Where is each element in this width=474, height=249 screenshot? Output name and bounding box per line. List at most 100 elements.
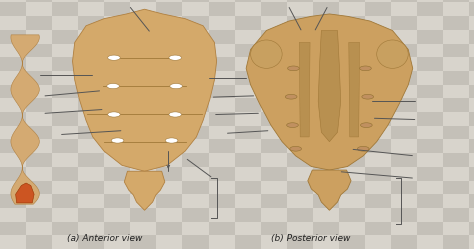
Bar (78, 44, 104, 57)
Bar (469, 44, 474, 57)
Bar (78, 222, 104, 235)
Bar (182, 85, 209, 98)
Bar (261, 222, 287, 235)
Bar (0, 222, 26, 235)
Bar (287, 167, 313, 181)
Bar (391, 57, 417, 71)
Bar (469, 98, 474, 112)
Bar (417, 126, 443, 139)
Bar (469, 85, 474, 98)
Bar (417, 167, 443, 181)
Bar (235, 139, 261, 153)
Bar (104, 16, 130, 30)
Bar (182, 126, 209, 139)
Bar (391, 181, 417, 194)
Bar (391, 71, 417, 85)
Bar (235, 16, 261, 30)
Bar (52, 85, 78, 98)
Bar (417, 85, 443, 98)
Bar (287, 71, 313, 85)
Bar (26, 181, 52, 194)
Ellipse shape (287, 123, 298, 127)
Bar (52, 44, 78, 57)
Bar (26, 112, 52, 126)
Bar (156, 153, 182, 167)
Bar (469, 167, 474, 181)
Bar (78, 235, 104, 249)
Bar (443, 139, 469, 153)
Bar (104, 208, 130, 222)
Bar (339, 139, 365, 153)
Bar (469, 222, 474, 235)
Bar (78, 194, 104, 208)
Bar (391, 126, 417, 139)
Bar (365, 98, 391, 112)
Bar (26, 30, 52, 44)
Bar (235, 0, 261, 2)
Bar (443, 16, 469, 30)
Bar (443, 153, 469, 167)
Bar (130, 112, 156, 126)
Bar (52, 126, 78, 139)
Bar (26, 167, 52, 181)
Bar (130, 194, 156, 208)
Bar (261, 2, 287, 16)
Bar (443, 126, 469, 139)
Bar (209, 2, 235, 16)
Bar (339, 16, 365, 30)
Bar (365, 208, 391, 222)
Bar (235, 194, 261, 208)
Ellipse shape (357, 146, 369, 151)
Bar (156, 98, 182, 112)
Bar (26, 0, 52, 2)
Bar (261, 235, 287, 249)
Bar (0, 181, 26, 194)
Bar (443, 222, 469, 235)
Bar (130, 167, 156, 181)
Ellipse shape (360, 66, 371, 71)
Bar (130, 222, 156, 235)
Bar (209, 98, 235, 112)
Bar (78, 98, 104, 112)
Bar (26, 2, 52, 16)
Bar (287, 16, 313, 30)
Bar (52, 235, 78, 249)
Bar (104, 57, 130, 71)
Bar (443, 57, 469, 71)
Bar (261, 57, 287, 71)
Bar (313, 57, 339, 71)
Bar (469, 0, 474, 2)
Bar (339, 44, 365, 57)
Bar (0, 16, 26, 30)
Ellipse shape (165, 138, 178, 143)
Bar (156, 167, 182, 181)
Ellipse shape (251, 40, 282, 68)
Bar (313, 208, 339, 222)
Bar (52, 71, 78, 85)
Bar (313, 16, 339, 30)
Bar (313, 126, 339, 139)
Bar (130, 98, 156, 112)
Bar (78, 139, 104, 153)
Bar (313, 44, 339, 57)
Bar (156, 44, 182, 57)
Bar (104, 153, 130, 167)
Ellipse shape (285, 94, 297, 99)
Bar (287, 2, 313, 16)
Bar (313, 98, 339, 112)
Polygon shape (308, 170, 351, 210)
Bar (469, 57, 474, 71)
Bar (0, 208, 26, 222)
Bar (182, 2, 209, 16)
Bar (235, 208, 261, 222)
Bar (339, 181, 365, 194)
Bar (235, 44, 261, 57)
Polygon shape (124, 171, 165, 210)
Ellipse shape (288, 66, 299, 71)
Bar (52, 30, 78, 44)
Bar (130, 153, 156, 167)
Bar (469, 153, 474, 167)
Bar (391, 208, 417, 222)
Bar (261, 126, 287, 139)
Bar (52, 153, 78, 167)
